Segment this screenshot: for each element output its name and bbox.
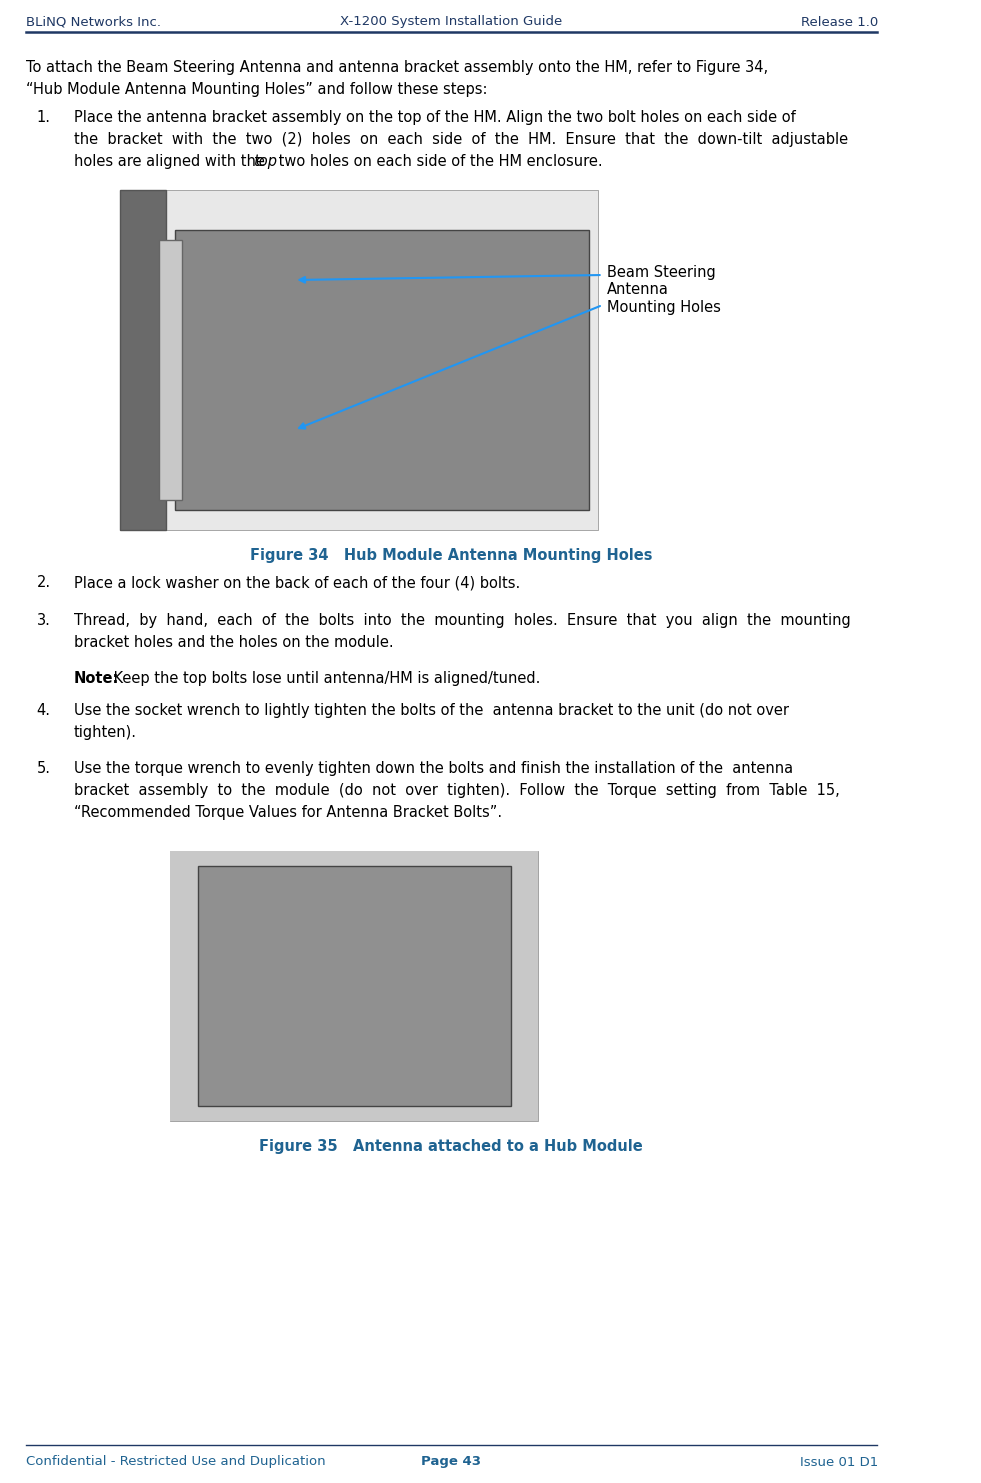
FancyBboxPatch shape [120, 190, 166, 529]
Text: Place the antenna bracket assembly on the top of the HM. Align the two bolt hole: Place the antenna bracket assembly on th… [74, 110, 796, 125]
Text: the  bracket  with  the  two  (2)  holes  on  each  side  of  the  HM.  Ensure  : the bracket with the two (2) holes on ea… [74, 132, 848, 147]
Text: top: top [253, 154, 277, 169]
Text: tighten).: tighten). [74, 725, 136, 740]
Text: 5.: 5. [36, 761, 51, 776]
Text: Page 43: Page 43 [421, 1455, 481, 1468]
Text: 1.: 1. [36, 110, 51, 125]
Text: “Hub Module Antenna Mounting Holes” and follow these steps:: “Hub Module Antenna Mounting Holes” and … [26, 82, 488, 96]
Text: 2.: 2. [36, 575, 51, 590]
Text: Place a lock washer on the back of each of the four (4) bolts.: Place a lock washer on the back of each … [74, 575, 520, 590]
FancyBboxPatch shape [159, 240, 182, 500]
Text: Keep the top bolts lose until antenna/HM is aligned/tuned.: Keep the top bolts lose until antenna/HM… [109, 670, 540, 687]
FancyBboxPatch shape [120, 190, 598, 529]
Text: Use the socket wrench to lightly tighten the bolts of the  antenna bracket to th: Use the socket wrench to lightly tighten… [74, 703, 789, 718]
Text: BLiNQ Networks Inc.: BLiNQ Networks Inc. [26, 15, 161, 28]
Text: 4.: 4. [36, 703, 51, 718]
Text: Note:: Note: [74, 670, 119, 687]
FancyBboxPatch shape [198, 866, 510, 1106]
Text: two holes on each side of the HM enclosure.: two holes on each side of the HM enclosu… [274, 154, 602, 169]
FancyBboxPatch shape [175, 230, 589, 510]
Text: Use the torque wrench to evenly tighten down the bolts and finish the installati: Use the torque wrench to evenly tighten … [74, 761, 793, 776]
Text: Thread,  by  hand,  each  of  the  bolts  into  the  mounting  holes.  Ensure  t: Thread, by hand, each of the bolts into … [74, 612, 851, 627]
FancyBboxPatch shape [170, 851, 539, 1121]
Text: 3.: 3. [36, 612, 51, 627]
Text: Figure 35   Antenna attached to a Hub Module: Figure 35 Antenna attached to a Hub Modu… [259, 1139, 643, 1154]
Text: holes are aligned with the: holes are aligned with the [74, 154, 269, 169]
Text: Release 1.0: Release 1.0 [801, 15, 879, 28]
Text: Issue 01 D1: Issue 01 D1 [800, 1455, 879, 1468]
Text: To attach the Beam Steering Antenna and antenna bracket assembly onto the HM, re: To attach the Beam Steering Antenna and … [26, 59, 768, 76]
Text: bracket holes and the holes on the module.: bracket holes and the holes on the modul… [74, 635, 393, 650]
Text: Confidential - Restricted Use and Duplication: Confidential - Restricted Use and Duplic… [26, 1455, 326, 1468]
Text: “Recommended Torque Values for Antenna Bracket Bolts”.: “Recommended Torque Values for Antenna B… [74, 805, 501, 820]
Text: bracket  assembly  to  the  module  (do  not  over  tighten).  Follow  the  Torq: bracket assembly to the module (do not o… [74, 783, 840, 798]
Text: Beam Steering
Antenna
Mounting Holes: Beam Steering Antenna Mounting Holes [607, 265, 721, 314]
FancyBboxPatch shape [170, 851, 539, 1121]
Text: Figure 34   Hub Module Antenna Mounting Holes: Figure 34 Hub Module Antenna Mounting Ho… [249, 549, 652, 564]
Text: X-1200 System Installation Guide: X-1200 System Installation Guide [339, 15, 562, 28]
